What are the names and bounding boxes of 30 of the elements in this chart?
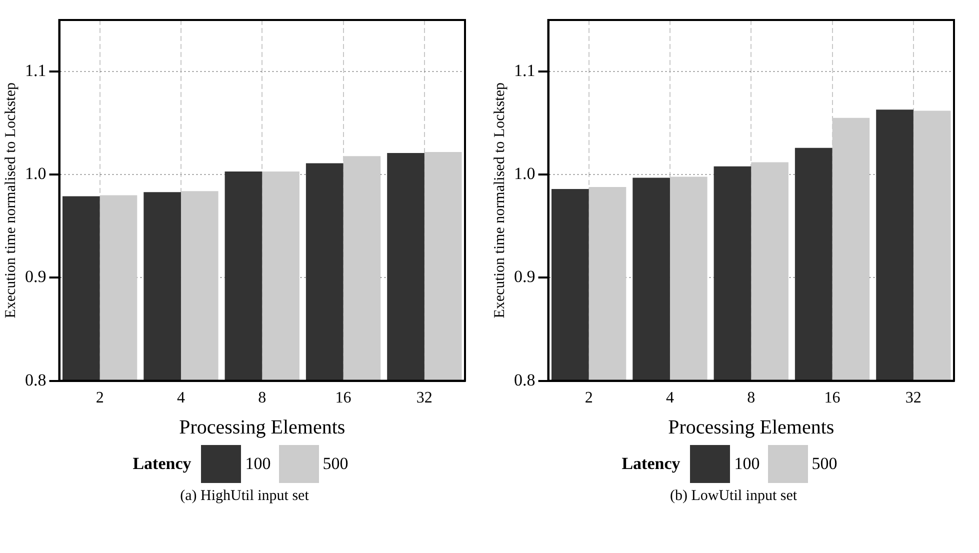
x-tick-label: 2 xyxy=(584,390,593,407)
y-axis-title: Execution time normalised to Lockstep xyxy=(492,82,508,318)
x-tick-label: 8 xyxy=(258,390,266,407)
x-tick-label: 16 xyxy=(824,390,840,407)
x-tick-label: 16 xyxy=(335,390,352,407)
x-tick-label: 4 xyxy=(176,390,185,407)
x-tick-label: 8 xyxy=(747,390,756,407)
y-tick-label: 1.0 xyxy=(25,164,46,184)
text: (b) LowUtil input set xyxy=(668,488,798,505)
y-tick-label: 1.1 xyxy=(25,61,46,80)
legend-label: 500 xyxy=(322,454,348,474)
x-axis-title: Processing Elements xyxy=(179,416,346,438)
y-axis-title: Execution time normalised to Lockstep xyxy=(2,82,19,318)
y-tick-label: 0.9 xyxy=(25,267,46,286)
legend-title: Latency xyxy=(622,454,680,474)
x-axis-title: Processing Elements xyxy=(668,416,834,438)
text: (a) HighUtil input set xyxy=(179,488,310,505)
y-tick-label: 1.1 xyxy=(514,61,536,80)
x-tick-label: 4 xyxy=(666,390,674,407)
y-tick-label: 0.8 xyxy=(25,370,46,390)
x-tick-label: 2 xyxy=(96,390,104,407)
y-tick-label: 0.8 xyxy=(514,370,536,390)
x-tick-label: 32 xyxy=(905,390,922,407)
x-tick-label: 32 xyxy=(416,390,432,407)
legend-label: 100 xyxy=(245,454,271,474)
legend-label: 100 xyxy=(734,454,760,474)
legend-title: Latency xyxy=(132,454,192,474)
y-tick-label: 0.9 xyxy=(514,267,536,286)
y-tick-label: 1.0 xyxy=(514,164,536,184)
legend-label: 500 xyxy=(812,454,838,474)
